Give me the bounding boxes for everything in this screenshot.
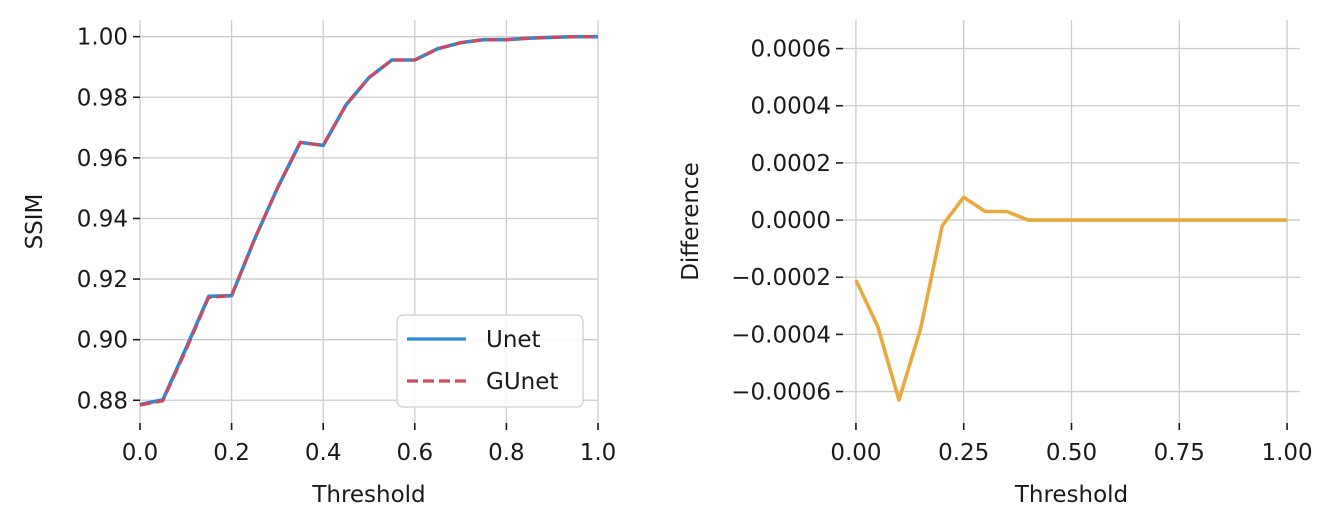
- y-tick-label: −0.0002: [731, 265, 831, 291]
- series-line: [854, 195, 1288, 402]
- y-tick-label: 0.88: [77, 388, 128, 414]
- x-tick-label: 1.0: [580, 440, 617, 466]
- y-tick-label: 1.00: [77, 25, 128, 51]
- y-tick-label: 0.0004: [751, 94, 831, 120]
- x-tick-label: 0.75: [1154, 440, 1205, 466]
- x-tick-label: 0.6: [397, 440, 434, 466]
- x-tick-label: 0.0: [122, 440, 159, 466]
- series-line-gunet: [139, 35, 598, 407]
- y-tick-label: 0.0002: [751, 151, 831, 177]
- x-tick-label: 0.4: [305, 440, 342, 466]
- x-tick-label: 0.25: [938, 440, 989, 466]
- y-tick-label: 0.0006: [751, 37, 831, 63]
- x-axis-title: Threshold: [311, 482, 425, 508]
- y-tick-label: 0.90: [77, 328, 128, 354]
- y-tick-label: 0.0000: [751, 208, 831, 234]
- x-tick-label: 1.00: [1261, 440, 1312, 466]
- y-tick-label: 0.94: [77, 206, 128, 232]
- y-tick-label: 0.98: [77, 85, 128, 111]
- difference-chart: 0.00 0.25 0.50 0.75 1.00 −0.0006 −0.0004 −0.000…: [678, 20, 1313, 508]
- y-tick-label: 0.92: [77, 267, 128, 293]
- legend-label: Unet: [486, 327, 541, 353]
- x-tick-label: 0.50: [1046, 440, 1097, 466]
- y-axis-title: SSIM: [22, 194, 48, 250]
- x-tick-label: 0.2: [213, 440, 250, 466]
- x-axis-title: Threshold: [1014, 482, 1128, 508]
- ssim-chart: 0.0 0.2 0.4 0.6 0.8 1.0 0.88 0.90 0.92 0.94 0.96 0.…: [22, 20, 616, 508]
- x-tick-label: 0.00: [830, 440, 881, 466]
- y-axis-title: Difference: [678, 162, 704, 281]
- y-tick-label: 0.96: [77, 146, 128, 172]
- y-tick-label: −0.0006: [731, 380, 831, 406]
- legend: Unet GUnet: [396, 314, 584, 408]
- legend-label: GUnet: [486, 369, 558, 395]
- x-tick-label: 0.8: [488, 440, 525, 466]
- y-tick-label: −0.0004: [731, 322, 831, 348]
